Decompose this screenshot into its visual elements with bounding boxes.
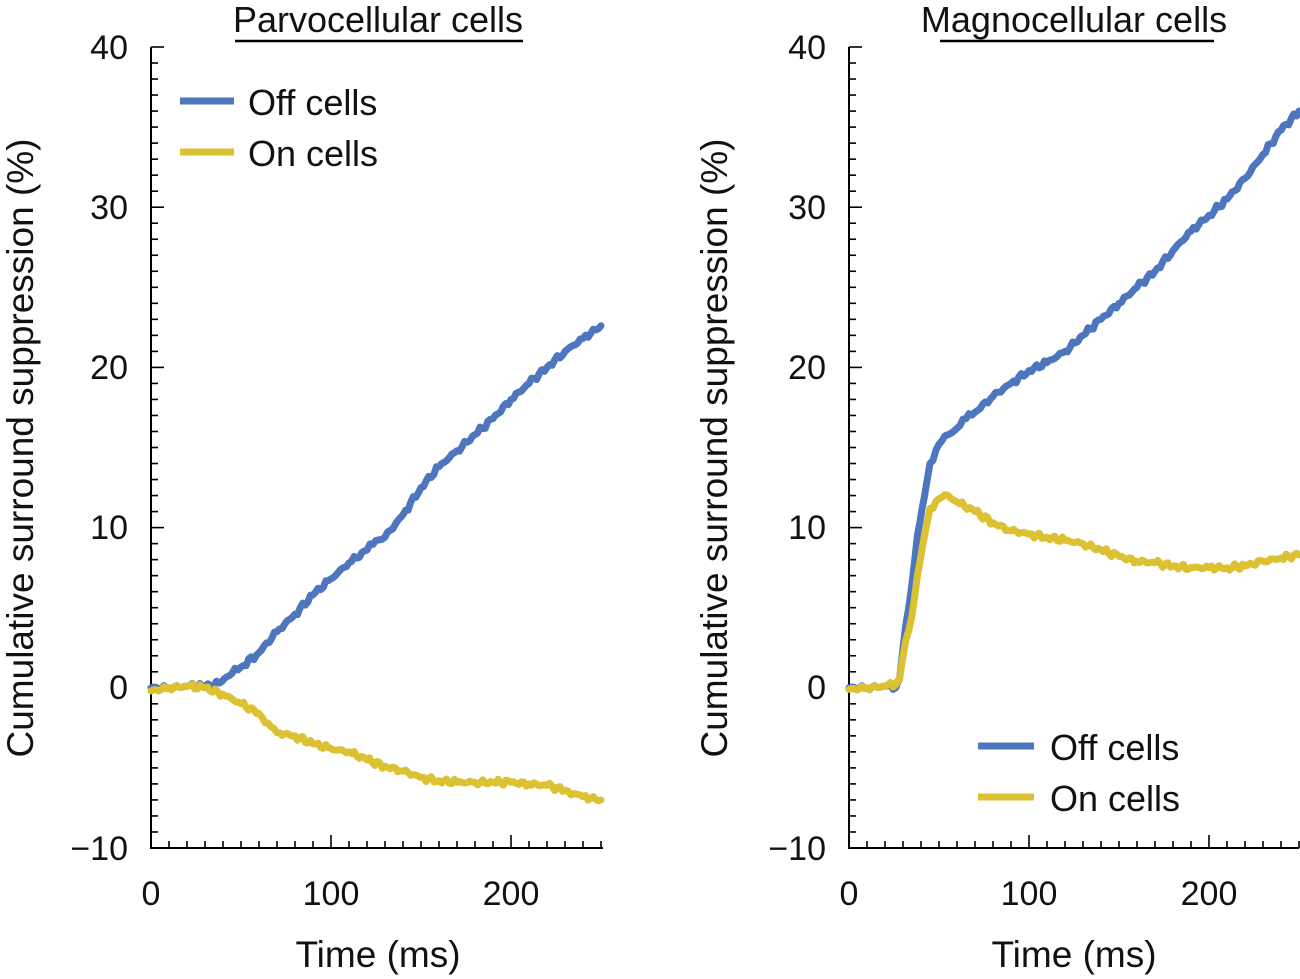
chart-panel-parvocellular: Parvocellular cells Cumulative surround … [0,0,605,975]
x-axis-label: Time (ms) [991,934,1156,975]
y-tick-label: −10 [768,830,826,868]
x-tick-label: 100 [303,875,360,913]
y-axis-label: Cumulative surround suppression (%) [694,139,735,758]
x-ticks [848,835,1300,848]
panel-title: Parvocellular cells [233,0,523,40]
x-tick-label: 0 [840,875,859,913]
x-tick-label: 0 [142,875,161,913]
y-tick-label: 20 [788,349,826,387]
y-tick-label: 20 [90,349,128,387]
y-tick-label: 10 [788,509,826,547]
y-tick-label: 30 [90,189,128,227]
series-line-on-cells [147,680,605,805]
x-ticks [150,835,602,848]
y-tick-label: 40 [90,29,128,67]
chart-panel-magnocellular: Magnocellular cells Cumulative surround … [694,0,1300,975]
series-line-off-cells [845,107,1300,694]
series-line-on-cells [845,491,1300,694]
legend-label-on-cells: On cells [1050,778,1180,819]
x-tick-label: 200 [1181,875,1238,913]
legend-label-off-cells: Off cells [1050,727,1179,768]
legend: Off cells On cells [180,82,378,174]
x-tick-label: 100 [1001,875,1058,913]
y-tick-label: 0 [807,669,826,707]
x-tick-label: 200 [483,875,540,913]
y-ticks [849,46,862,849]
x-axis-label: Time (ms) [295,934,460,975]
series-line-off-cells [147,322,605,694]
legend: Off cells On cells [978,727,1180,819]
legend-label-on-cells: On cells [248,133,378,174]
y-tick-label: 0 [109,669,128,707]
y-tick-label: 10 [90,509,128,547]
y-tick-label: −10 [70,830,128,868]
y-axis-label: Cumulative surround suppression (%) [0,139,41,758]
legend-label-off-cells: Off cells [248,82,377,123]
y-tick-label: 30 [788,189,826,227]
y-tick-label: 40 [788,29,826,67]
panel-title: Magnocellular cells [921,0,1227,40]
